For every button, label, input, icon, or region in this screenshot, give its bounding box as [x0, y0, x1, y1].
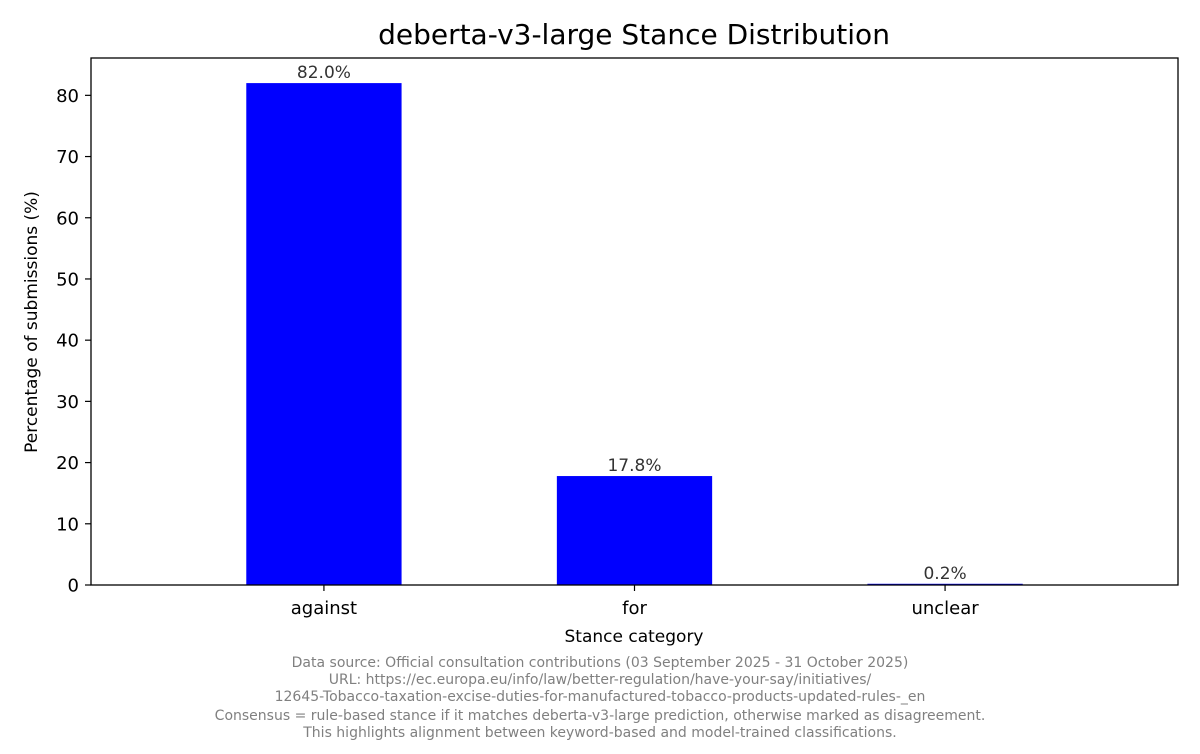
- footnote-line: Consensus = rule-based stance if it matc…: [215, 708, 986, 724]
- y-tick-label: 10: [56, 514, 79, 535]
- footnote-block: Data source: Official consultation contr…: [215, 655, 986, 741]
- y-tick-label: 50: [56, 269, 79, 290]
- bar-against: [246, 83, 402, 585]
- y-tick-label: 30: [56, 392, 79, 413]
- value-labels-layer: 82.0% 17.8% 0.2%: [297, 63, 967, 584]
- y-tick-label: 40: [56, 331, 79, 352]
- y-axis-label: Percentage of submissions (%): [22, 191, 42, 453]
- value-label-against: 82.0%: [297, 63, 351, 83]
- chart-title: deberta-v3-large Stance Distribution: [378, 18, 890, 51]
- plot-frame: [90, 57, 1179, 586]
- x-axis-label: Stance category: [565, 627, 704, 647]
- x-axis-ticks: against for unclear: [291, 585, 979, 619]
- y-axis-ticks: 0 10 20 30 40 50 60 70 80: [56, 86, 91, 597]
- y-tick-label: 60: [56, 208, 79, 229]
- footnote-line: URL: https://ec.europa.eu/info/law/bette…: [329, 672, 872, 688]
- footnote-line: Data source: Official consultation contr…: [292, 655, 909, 671]
- value-label-for: 17.8%: [607, 456, 661, 476]
- y-tick-label: 20: [56, 453, 79, 474]
- x-tick-label-unclear: unclear: [911, 598, 979, 619]
- footnote-line: This highlights alignment between keywor…: [302, 725, 896, 741]
- x-tick-label-against: against: [291, 598, 357, 619]
- value-label-unclear: 0.2%: [923, 564, 966, 584]
- y-tick-label: 80: [56, 86, 79, 107]
- y-tick-label: 70: [56, 147, 79, 168]
- x-tick-label-for: for: [622, 598, 647, 619]
- footnote-line: 12645-Tobacco-taxation-excise-duties-for…: [275, 689, 926, 705]
- bar-for: [556, 476, 713, 585]
- y-tick-label: 0: [68, 576, 79, 597]
- bars-layer: [246, 83, 1023, 585]
